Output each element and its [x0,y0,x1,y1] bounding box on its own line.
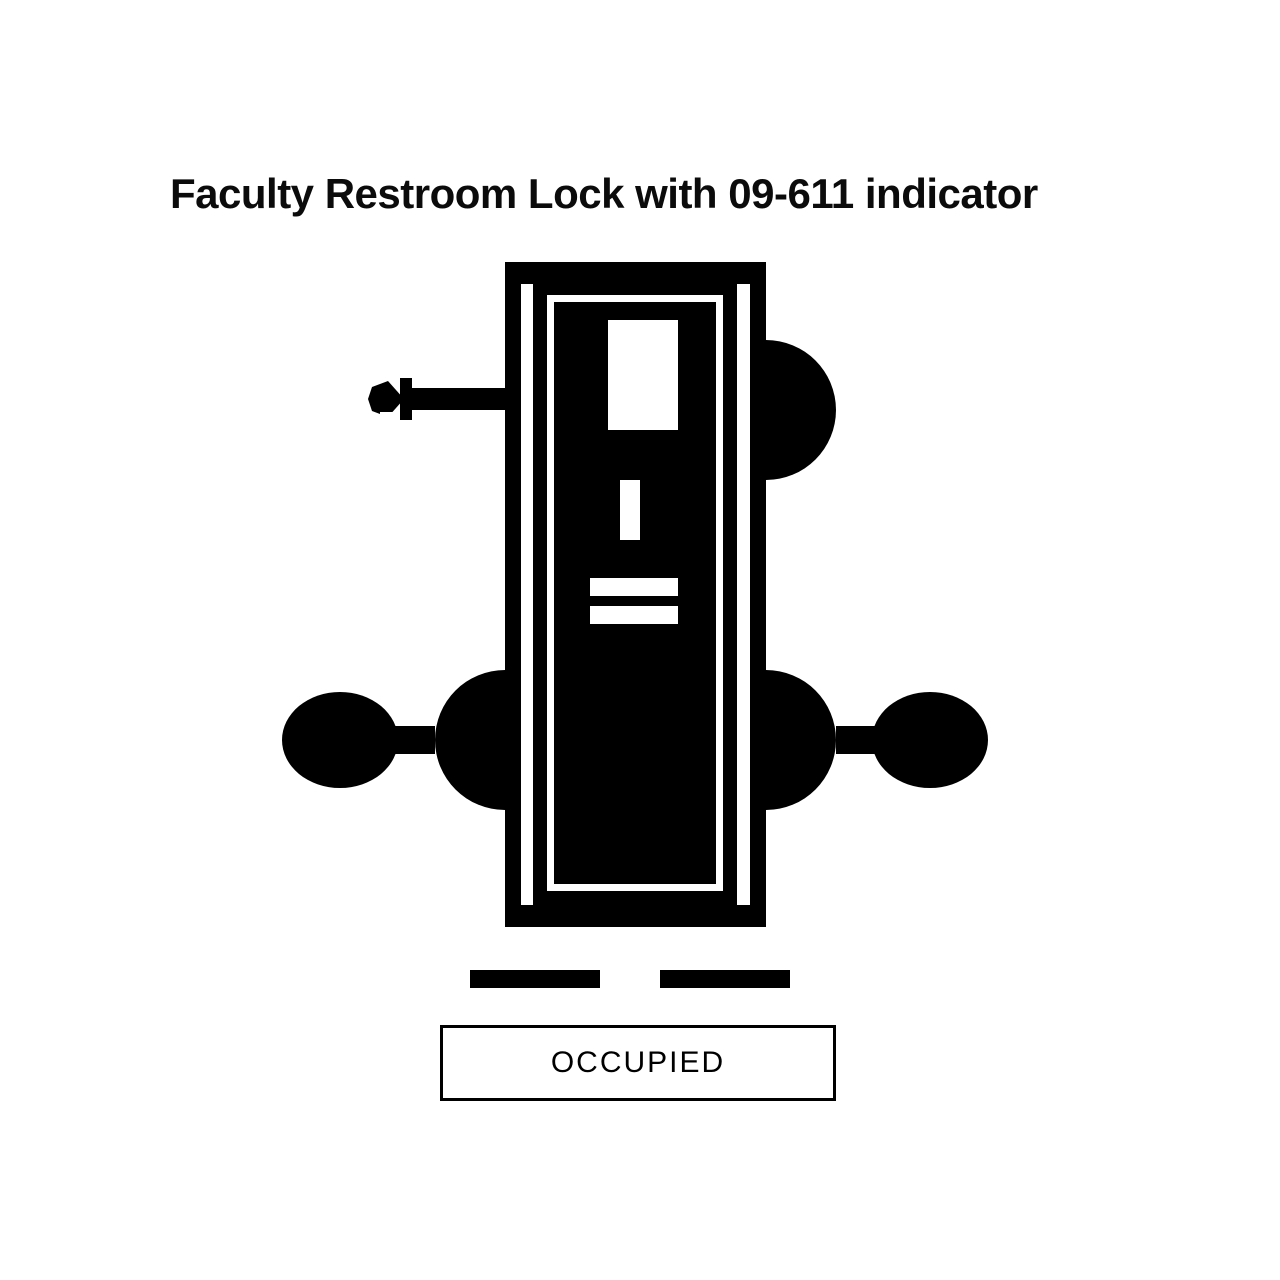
status-indicator: OCCUPIED [440,1025,836,1101]
status-indicator-label: OCCUPIED [551,1046,725,1079]
diagram-stage: Faculty Restroom Lock with 09-611 indica… [0,0,1280,1280]
